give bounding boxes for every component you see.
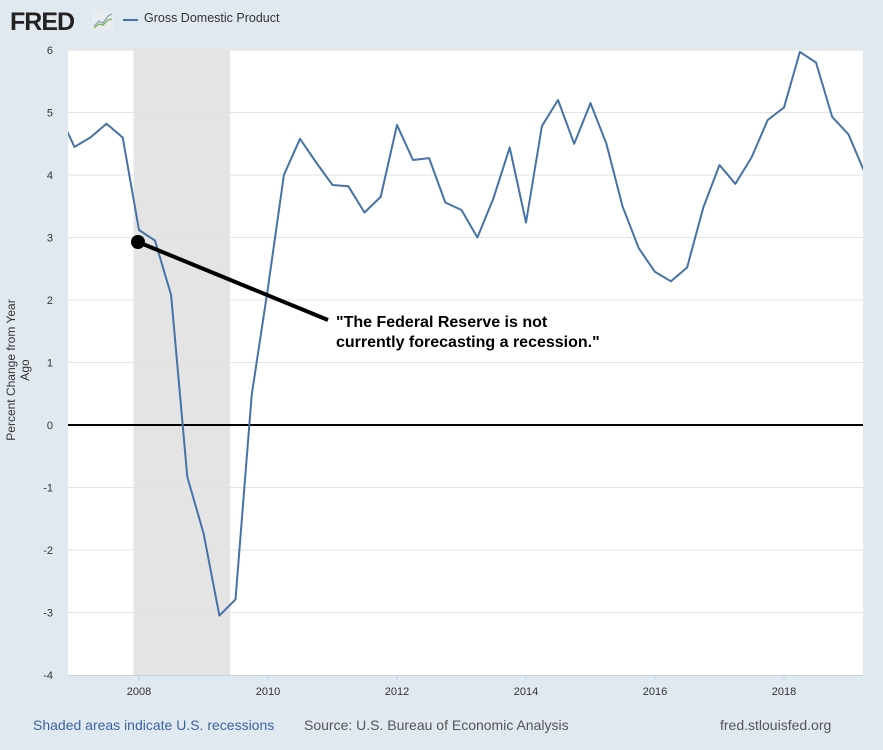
y-tick-label: 1 [47, 358, 53, 370]
y-tick-label: -4 [43, 670, 53, 682]
legend-swatch [123, 19, 138, 21]
x-tick-label: 2014 [514, 686, 538, 698]
data-point [86, 134, 94, 142]
recession-note-link[interactable]: Shaded areas indicate U.S. recessions [33, 717, 275, 733]
data-point [554, 96, 562, 104]
data-point [667, 277, 675, 285]
data-point [280, 171, 288, 179]
data-point [329, 181, 337, 189]
data-point [151, 237, 159, 245]
data-point [731, 180, 739, 188]
fred-logo[interactable]: FRED [10, 8, 75, 36]
data-point [747, 154, 755, 162]
data-point [651, 268, 659, 276]
data-point [538, 122, 546, 130]
data-point [71, 143, 79, 151]
data-point [780, 104, 788, 112]
data-point [489, 194, 497, 202]
y-tick-label: 5 [47, 108, 53, 120]
y-axis-label: Percent Change from Year Ago [4, 299, 32, 441]
source-text: Source: U.S. Bureau of Economic Analysis [304, 717, 569, 733]
data-point [360, 209, 368, 217]
data-point [812, 59, 820, 67]
data-point [231, 595, 239, 603]
data-point [635, 244, 643, 252]
y-tick-label: 3 [47, 233, 53, 245]
data-point [393, 121, 401, 129]
data-point [506, 144, 514, 152]
y-tick-label: -2 [43, 545, 53, 557]
y-tick-label: 0 [47, 420, 53, 432]
data-point [344, 182, 352, 190]
data-point [135, 226, 143, 234]
data-point [570, 140, 578, 148]
x-tick-label: 2010 [256, 686, 280, 698]
data-point [377, 193, 385, 201]
legend-label[interactable]: Gross Domestic Product [144, 11, 280, 25]
y-tick-label: 6 [47, 45, 53, 57]
data-point [618, 202, 626, 210]
data-point [602, 140, 610, 148]
data-point [828, 113, 836, 121]
data-point [102, 120, 110, 128]
data-point [845, 130, 853, 138]
x-tick-label: 2012 [385, 686, 409, 698]
annotation-dot [131, 235, 145, 249]
x-tick-label: 2018 [772, 686, 796, 698]
data-point [699, 204, 707, 212]
data-point [522, 219, 530, 227]
y-tick-label: 2 [47, 295, 53, 307]
y-tick-label: -1 [43, 483, 53, 495]
data-point [716, 161, 724, 169]
data-point [264, 284, 272, 292]
data-point [215, 612, 223, 620]
data-point [200, 529, 208, 537]
data-point [409, 156, 417, 164]
x-tick-label: 2016 [643, 686, 667, 698]
data-point [183, 473, 191, 481]
data-point [473, 234, 481, 242]
data-point [764, 116, 772, 124]
annotation-text: "The Federal Reserve is not currently fo… [336, 314, 600, 351]
data-point [296, 135, 304, 143]
data-point [683, 264, 691, 272]
annotation-arrow [137, 240, 329, 322]
data-point [441, 199, 449, 207]
data-point [425, 154, 433, 162]
data-point [167, 291, 175, 299]
x-tick-label: 2008 [127, 686, 151, 698]
data-point [860, 168, 868, 176]
data-point [119, 134, 127, 142]
data-point [458, 206, 466, 214]
data-point [587, 99, 595, 107]
gdp-series-line [68, 50, 863, 617]
data-point [312, 159, 320, 167]
fred-chart-icon [92, 10, 114, 30]
y-tick-label: -3 [43, 608, 53, 620]
data-point [248, 391, 256, 399]
data-point [796, 48, 804, 56]
site-link[interactable]: fred.stlouisfed.org [720, 717, 832, 733]
y-tick-label: 4 [47, 170, 53, 182]
